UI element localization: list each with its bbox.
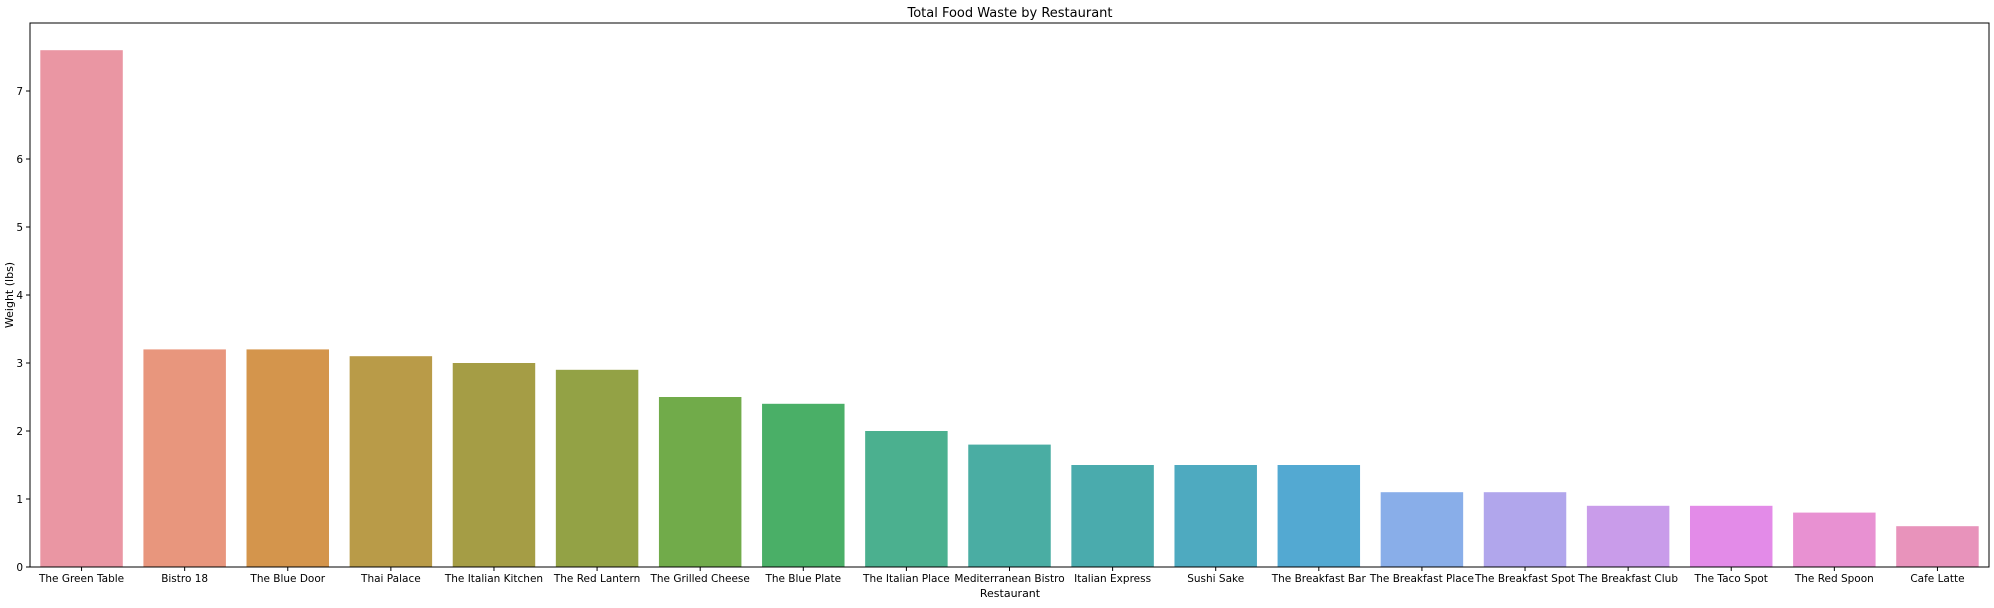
bar [40,50,123,567]
y-tick-label: 2 [16,426,23,438]
y-tick-label: 3 [16,358,23,370]
y-axis: 0 1 2 3 4 5 6 7 [16,86,30,574]
x-tick-label: The Breakfast Place [1369,573,1474,585]
y-tick-label: 6 [16,154,23,166]
bar [1689,505,1773,567]
x-axis-label: Restaurant [980,587,1041,600]
x-tick-label: The Italian Place [862,573,950,585]
x-tick-label: Sushi Sake [1187,573,1244,585]
bar [452,363,536,567]
x-tick-label: Mediterranean Bistro [954,573,1064,585]
bar [865,431,948,567]
x-tick-label: The Grilled Cheese [649,573,749,585]
bar [1277,465,1361,567]
bar [1793,512,1876,567]
y-tick-label: 5 [16,222,23,234]
y-tick-label: 1 [16,494,23,506]
x-tick-label: The Breakfast Club [1577,573,1678,585]
x-tick-label: The Blue Plate [764,573,841,585]
bar [1586,505,1670,567]
x-tick-label: The Red Lantern [553,573,640,585]
x-tick-label: Thai Palace [360,573,421,585]
bar [1896,526,1979,567]
x-tick-label: The Taco Spot [1694,573,1768,585]
x-tick-label: The Red Spoon [1794,573,1874,585]
bar [246,349,329,567]
bar [1483,492,1567,567]
y-axis-label: Weight (lbs) [3,262,16,328]
bars-layer [40,50,1979,567]
bar [762,403,845,567]
x-tick-label: The Green Table [38,573,124,585]
x-tick-label: The Italian Kitchen [444,573,543,585]
y-tick-label: 4 [16,290,23,302]
bar [143,349,226,567]
bar [968,444,1051,567]
x-tick-label: Cafe Latte [1910,573,1964,585]
bar [555,369,639,567]
bar [658,397,742,567]
x-tick-label: The Breakfast Bar [1271,573,1367,585]
bar [1174,465,1257,567]
chart-title: Total Food Waste by Restaurant [906,6,1112,21]
x-tick-label: The Blue Door [249,573,325,585]
x-tick-label: Italian Express [1074,573,1151,585]
plot-frame [29,22,1990,568]
y-tick-label: 0 [16,562,23,574]
x-axis: The Green Table Bistro 18 The Blue Door Tha… [38,567,1965,585]
bar [1380,492,1464,567]
x-tick-label: The Breakfast Spot [1474,573,1575,585]
bar [349,356,433,567]
x-tick-label: Bistro 18 [161,573,208,585]
y-tick-label: 7 [16,86,23,98]
bar [1071,465,1154,567]
